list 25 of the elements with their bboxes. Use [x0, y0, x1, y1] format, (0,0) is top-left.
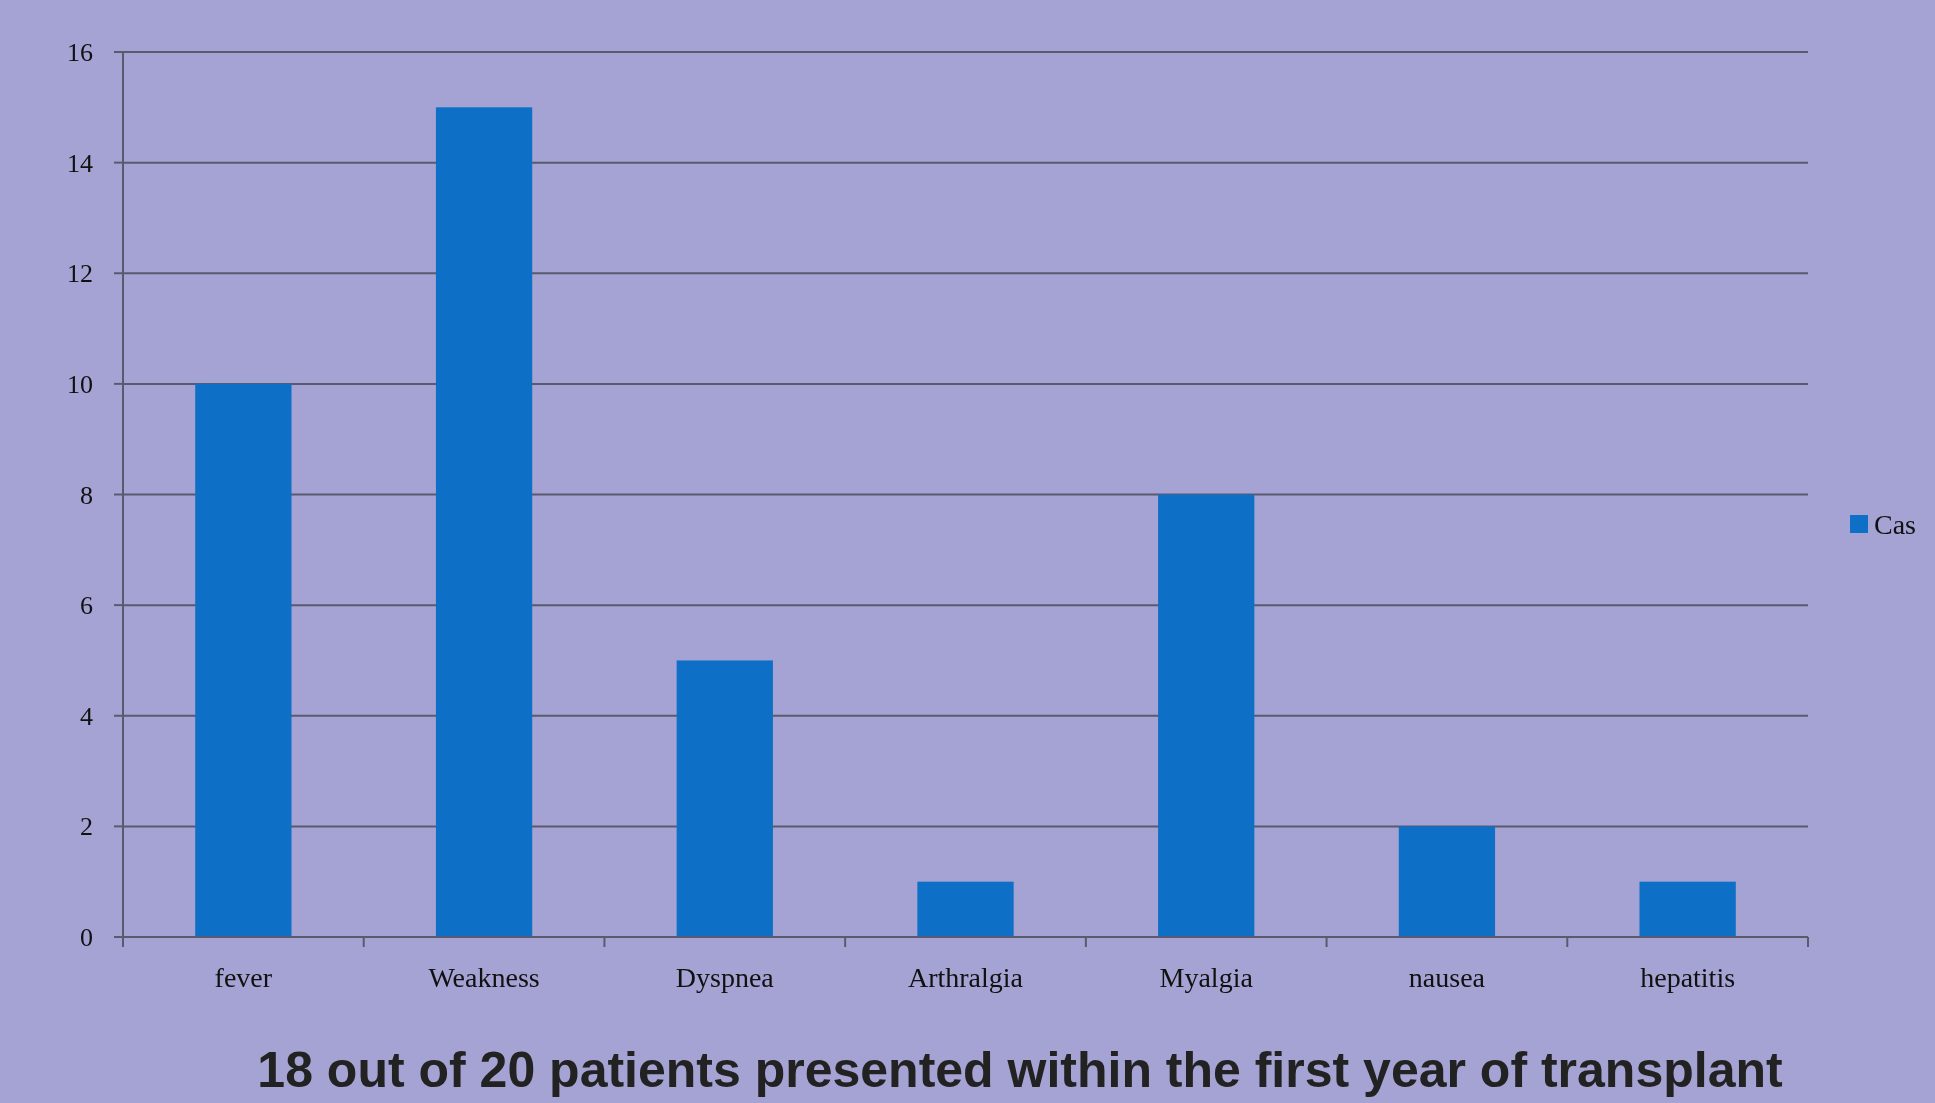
bar — [435, 107, 533, 937]
y-tick-label: 6 — [80, 591, 93, 621]
x-tick-label: nausea — [1408, 962, 1486, 993]
x-tick-label: Dyspnea — [675, 962, 775, 993]
bar — [1639, 881, 1736, 937]
y-tick-label: 8 — [80, 480, 93, 510]
bar — [676, 660, 773, 937]
legend-label: Cas — [1874, 508, 1916, 540]
bar — [1398, 826, 1496, 937]
y-tick-label: 10 — [67, 369, 93, 399]
x-tick-label: fever — [214, 962, 273, 993]
y-tick-label: 16 — [67, 38, 93, 68]
bar — [917, 881, 1014, 937]
text: 18 out of 20 patients presented within the first year of transplant — [257, 1042, 1783, 1098]
bar — [195, 383, 292, 937]
x-tick-label: Weakness — [428, 962, 540, 993]
bar — [1158, 494, 1255, 937]
x-tick-label: Myalgia — [1159, 962, 1254, 993]
y-tick-label: 12 — [67, 259, 93, 289]
y-tick-label: 2 — [80, 812, 93, 842]
y-tick-label: 0 — [80, 923, 93, 953]
x-tick-label: hepatitis — [1640, 962, 1736, 993]
y-tick-label: 14 — [67, 148, 93, 178]
y-tick-label: 4 — [80, 701, 93, 731]
x-tick-label: Arthralgia — [907, 962, 1024, 993]
